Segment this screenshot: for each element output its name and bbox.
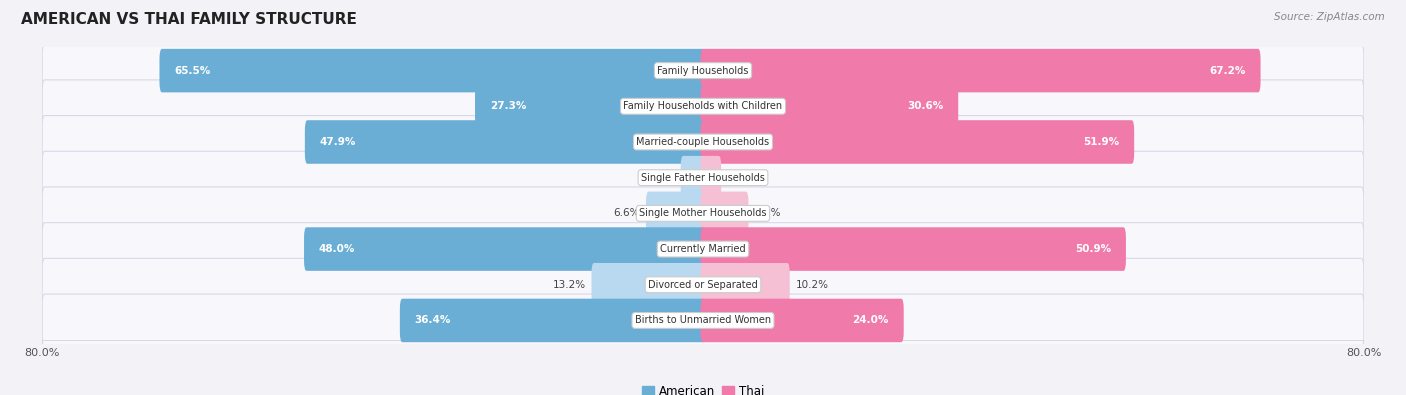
- FancyBboxPatch shape: [700, 156, 721, 199]
- FancyBboxPatch shape: [475, 85, 706, 128]
- Text: 2.4%: 2.4%: [648, 173, 675, 182]
- Text: 51.9%: 51.9%: [1083, 137, 1119, 147]
- Text: 1.9%: 1.9%: [727, 173, 754, 182]
- FancyBboxPatch shape: [42, 44, 1364, 97]
- Text: 5.2%: 5.2%: [754, 209, 780, 218]
- Text: Births to Unmarried Women: Births to Unmarried Women: [636, 316, 770, 325]
- FancyBboxPatch shape: [42, 223, 1364, 275]
- Text: Family Households with Children: Family Households with Children: [623, 101, 783, 111]
- Text: Single Mother Households: Single Mother Households: [640, 209, 766, 218]
- FancyBboxPatch shape: [700, 299, 904, 342]
- Text: Married-couple Households: Married-couple Households: [637, 137, 769, 147]
- FancyBboxPatch shape: [42, 258, 1364, 311]
- FancyBboxPatch shape: [42, 116, 1364, 168]
- FancyBboxPatch shape: [305, 120, 706, 164]
- Text: 50.9%: 50.9%: [1076, 244, 1111, 254]
- FancyBboxPatch shape: [42, 294, 1364, 347]
- Text: 47.9%: 47.9%: [319, 137, 356, 147]
- FancyBboxPatch shape: [700, 192, 748, 235]
- Text: Currently Married: Currently Married: [661, 244, 745, 254]
- Text: 10.2%: 10.2%: [796, 280, 828, 290]
- FancyBboxPatch shape: [645, 192, 706, 235]
- FancyBboxPatch shape: [681, 156, 706, 199]
- Text: 48.0%: 48.0%: [319, 244, 356, 254]
- FancyBboxPatch shape: [159, 49, 706, 92]
- FancyBboxPatch shape: [700, 263, 790, 307]
- FancyBboxPatch shape: [700, 120, 1135, 164]
- Text: 13.2%: 13.2%: [553, 280, 586, 290]
- FancyBboxPatch shape: [700, 49, 1261, 92]
- Text: Single Father Households: Single Father Households: [641, 173, 765, 182]
- FancyBboxPatch shape: [700, 85, 959, 128]
- Text: 67.2%: 67.2%: [1209, 66, 1246, 75]
- FancyBboxPatch shape: [700, 227, 1126, 271]
- FancyBboxPatch shape: [42, 187, 1364, 240]
- FancyBboxPatch shape: [399, 299, 706, 342]
- FancyBboxPatch shape: [42, 151, 1364, 204]
- FancyBboxPatch shape: [304, 227, 706, 271]
- Text: 36.4%: 36.4%: [415, 316, 451, 325]
- FancyBboxPatch shape: [42, 80, 1364, 133]
- Text: 30.6%: 30.6%: [907, 101, 943, 111]
- Text: 65.5%: 65.5%: [174, 66, 211, 75]
- FancyBboxPatch shape: [592, 263, 706, 307]
- Text: AMERICAN VS THAI FAMILY STRUCTURE: AMERICAN VS THAI FAMILY STRUCTURE: [21, 12, 357, 27]
- Text: Divorced or Separated: Divorced or Separated: [648, 280, 758, 290]
- Text: Family Households: Family Households: [658, 66, 748, 75]
- Text: 24.0%: 24.0%: [852, 316, 889, 325]
- Legend: American, Thai: American, Thai: [637, 380, 769, 395]
- Text: 27.3%: 27.3%: [489, 101, 526, 111]
- Text: Source: ZipAtlas.com: Source: ZipAtlas.com: [1274, 12, 1385, 22]
- Text: 6.6%: 6.6%: [614, 209, 640, 218]
